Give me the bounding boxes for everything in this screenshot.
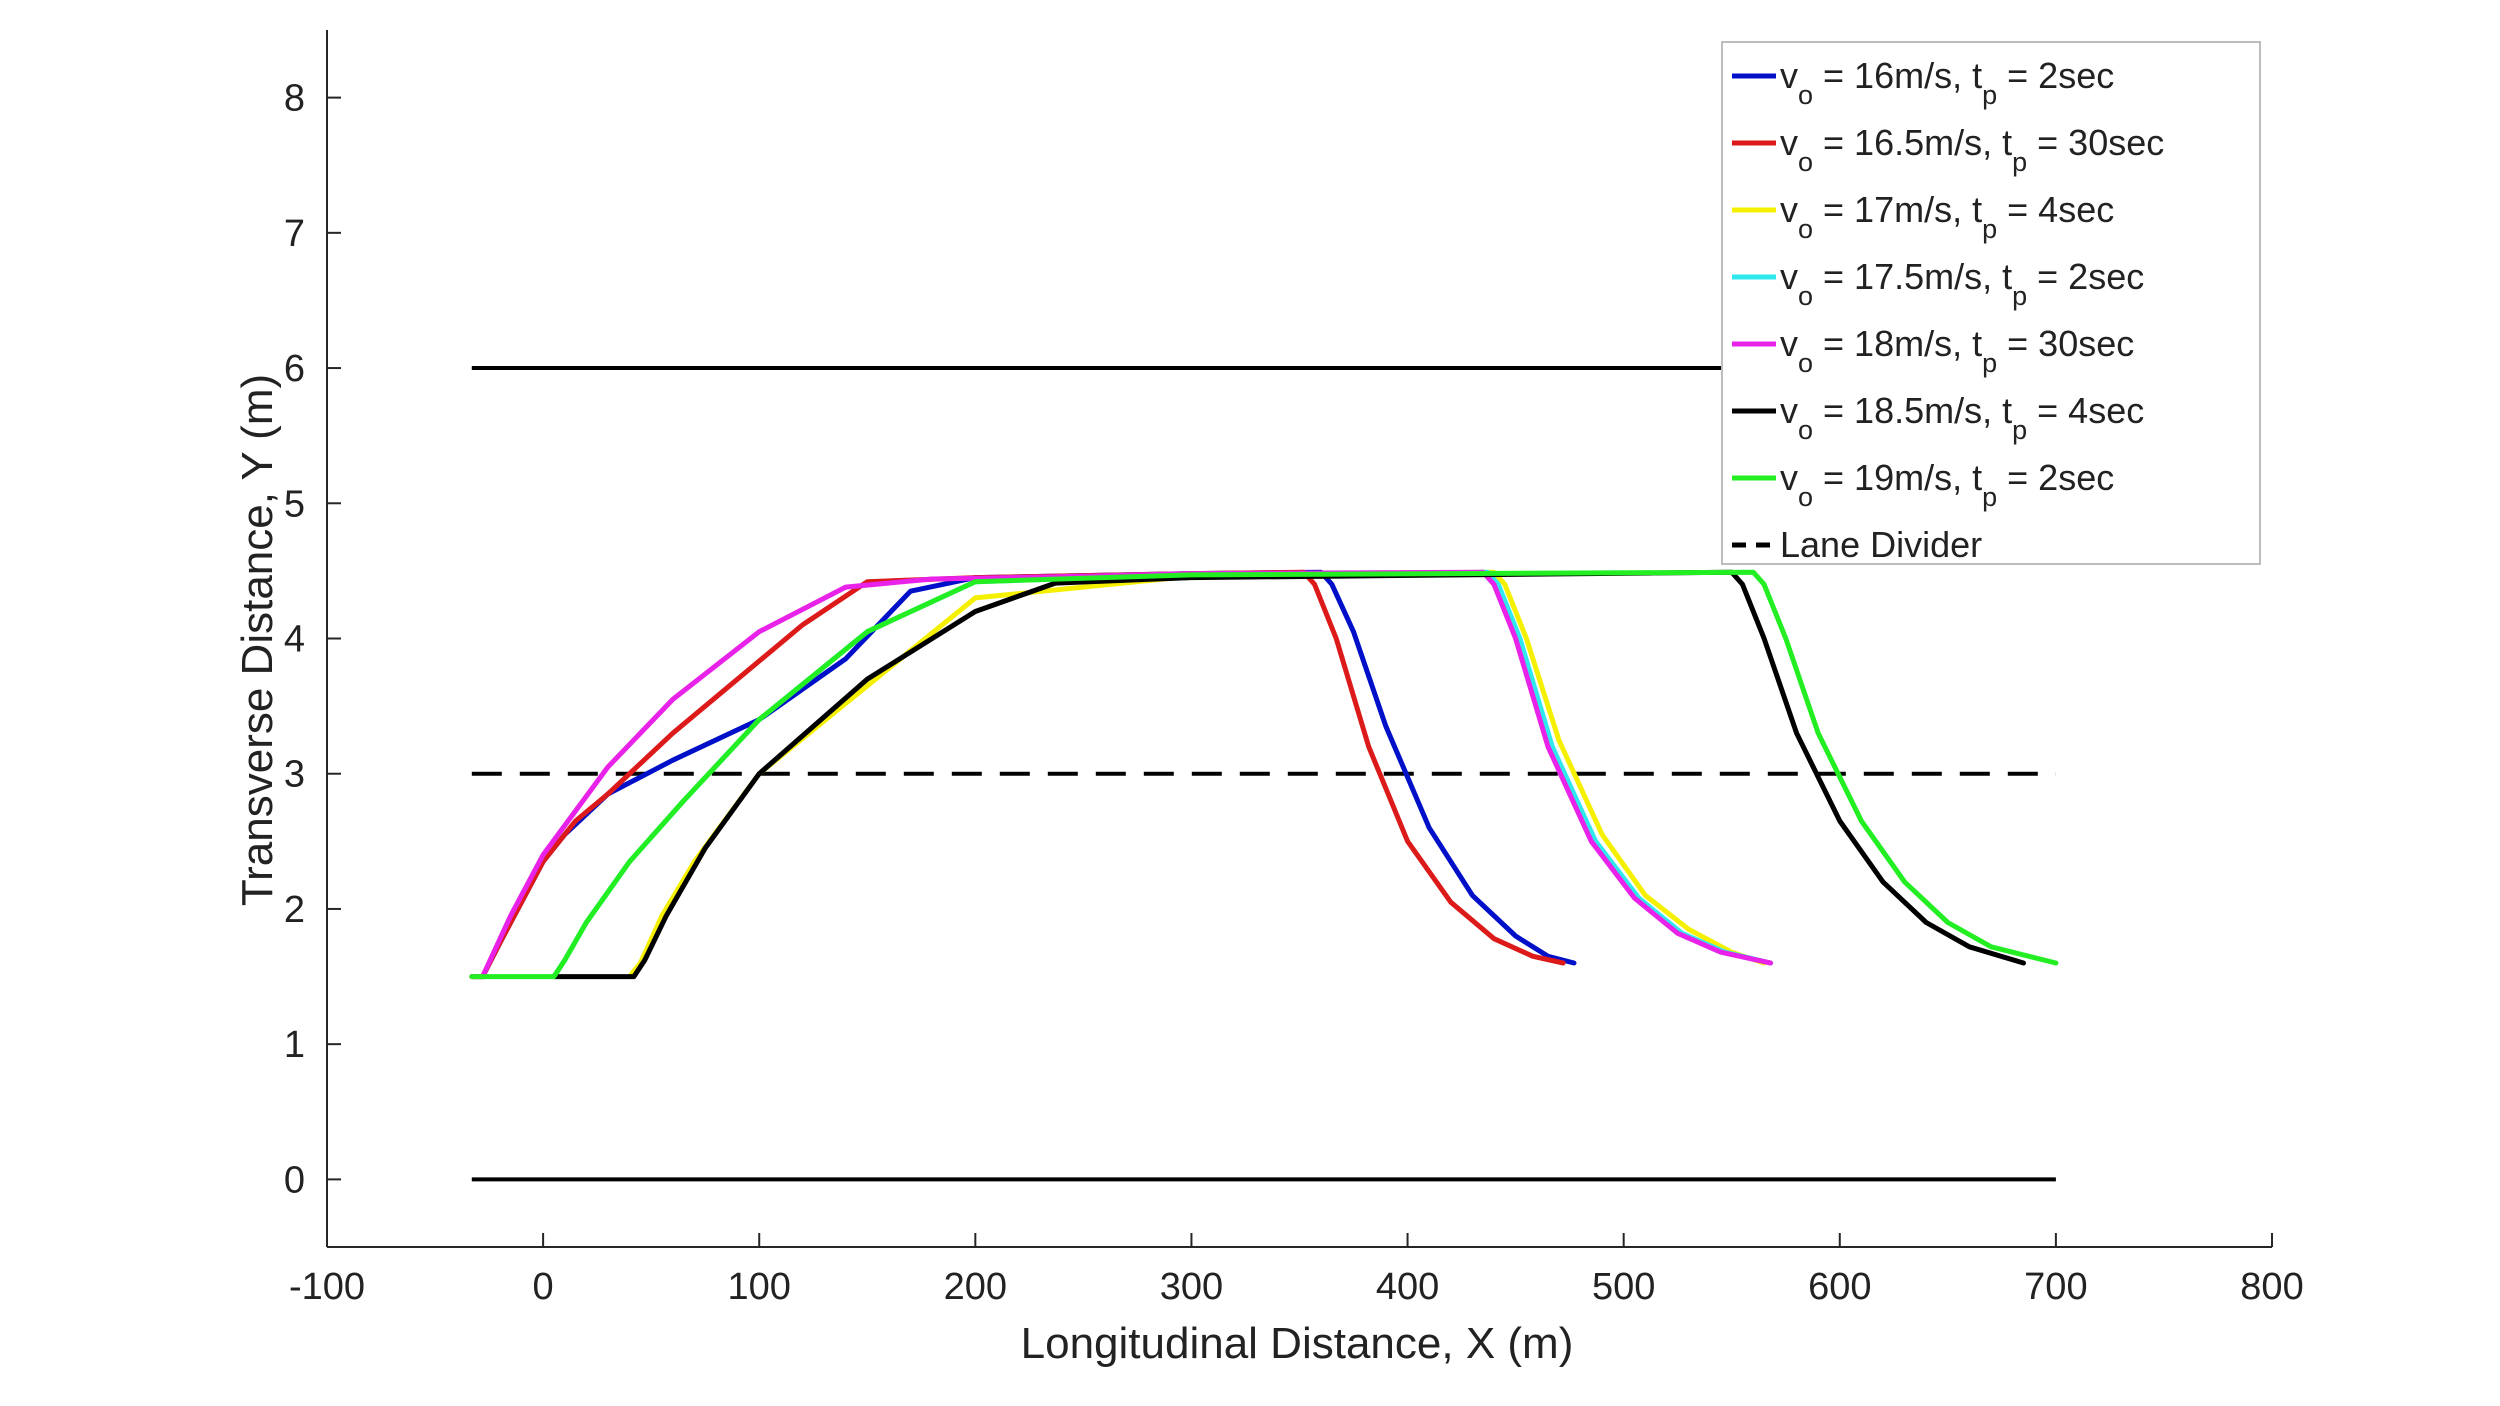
plot-lines	[469, 366, 2059, 1182]
y-tick-label: 3	[284, 754, 305, 796]
x-tick-label: 700	[2024, 1266, 2087, 1308]
x-tick-label: 500	[1592, 1266, 1655, 1308]
legend-entry-3: vo = 17m/s, tp = 4sec	[1780, 189, 2114, 244]
axes: -100 0 100 200 300 400 500 600 700 800 0 1 2 3 4 5 6 7 8	[284, 30, 2304, 1308]
legend-entry-4: vo = 17.5m/s, tp = 2sec	[1780, 256, 2144, 311]
y-tick-label: 1	[284, 1024, 305, 1066]
x-tick-label: 400	[1376, 1266, 1439, 1308]
y-tick-label: 8	[284, 78, 305, 120]
legend: vo = 16m/s, tp = 2sec vo = 16.5m/s, tp = …	[1721, 41, 2261, 565]
y-tick-label: 2	[284, 889, 305, 931]
x-tick-label: 100	[728, 1266, 791, 1308]
y-tick-label: 5	[284, 483, 305, 525]
y-tick-label: 6	[284, 348, 305, 390]
x-tick-label: 800	[2240, 1266, 2303, 1308]
legend-box	[1721, 41, 2261, 565]
legend-entry-5: vo = 18m/s, tp = 30sec	[1780, 323, 2134, 378]
series-line-6	[551, 569, 2026, 980]
x-tick-label: 600	[1808, 1266, 1871, 1308]
legend-entry-1: vo = 16m/s, tp = 2sec	[1780, 55, 2114, 110]
legend-entry-6: vo = 18.5m/s, tp = 4sec	[1780, 390, 2144, 445]
x-tick-label: 0	[533, 1266, 554, 1308]
legend-entry-lane-divider: Lane Divider	[1780, 524, 1982, 565]
legend-entry-7: vo = 19m/s, tp = 2sec	[1780, 457, 2114, 512]
legend-entry-2: vo = 16.5m/s, tp = 30sec	[1780, 122, 2164, 177]
series-line-7	[469, 569, 2059, 980]
y-tick-label: 0	[284, 1159, 305, 1201]
x-axis-label: Longitudinal Distance, X (m)	[1021, 1319, 1574, 1368]
y-tick-label: 7	[284, 213, 305, 255]
x-tick-label: 300	[1160, 1266, 1223, 1308]
y-axis-label: Transverse Distance, Y (m)	[233, 374, 282, 906]
x-tick-label: 200	[944, 1266, 1007, 1308]
x-tick-label: -100	[289, 1266, 365, 1308]
y-tick-label: 4	[284, 619, 305, 661]
